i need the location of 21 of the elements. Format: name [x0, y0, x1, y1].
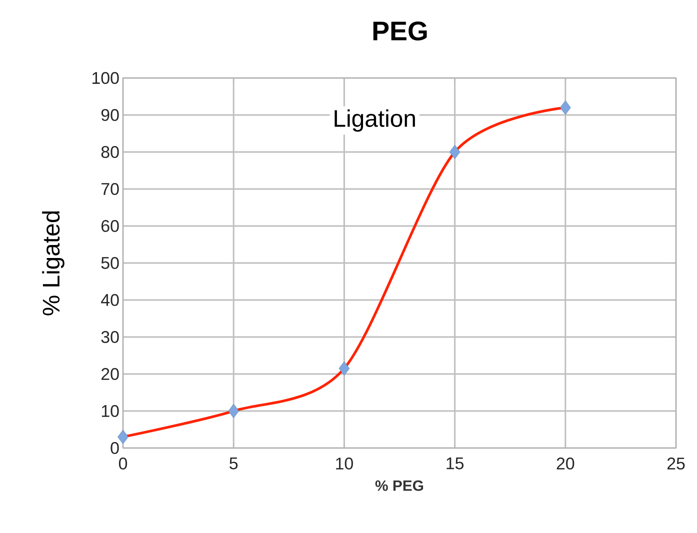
annotation: Ligation: [334, 109, 415, 132]
y-tick-label: 80: [101, 146, 119, 158]
x-tick-label: 5: [230, 458, 238, 470]
y-tick-label: 100: [92, 72, 119, 84]
x-tick-label: 15: [446, 458, 464, 470]
y-axis-title: % Ligated: [42, 211, 64, 316]
y-tick-label: 30: [101, 331, 119, 343]
y-tick-label: 70: [102, 183, 119, 195]
y-tick-label: 40: [101, 294, 119, 306]
chart-title: PEG: [373, 21, 427, 41]
x-axis-title: % PEG: [375, 480, 424, 491]
x-tick-label: 0: [118, 458, 128, 470]
y-tick-label: 90: [101, 109, 119, 121]
y-tick-label: 60: [102, 220, 119, 232]
x-tick-label: 10: [336, 458, 353, 470]
x-tick-label: 20: [556, 458, 574, 470]
y-tick-label: 20: [102, 368, 119, 380]
y-tick-label: 0: [110, 442, 119, 454]
x-tick-label: 25: [667, 458, 685, 470]
y-tick-label: 50: [101, 257, 119, 269]
y-tick-label: 10: [102, 405, 119, 417]
